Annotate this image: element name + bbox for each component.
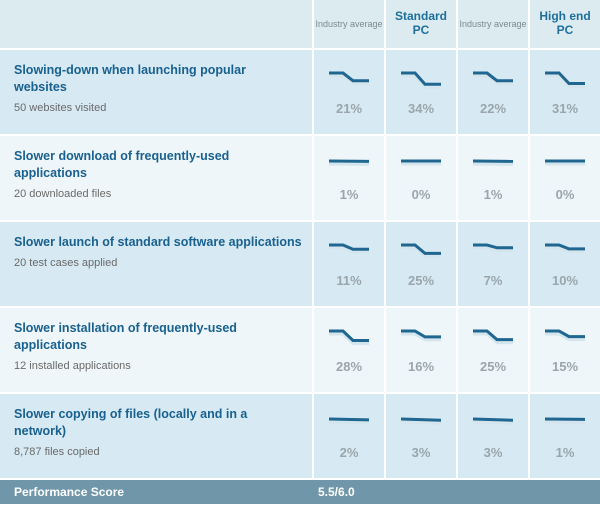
sparkline-icon bbox=[329, 155, 369, 177]
footer-score: 5.5/6.0 bbox=[312, 485, 384, 499]
percentage-value: 2% bbox=[340, 445, 359, 460]
row-description: Slower launch of standard software appli… bbox=[0, 222, 312, 306]
row-description: Slower copying of files (locally and in … bbox=[0, 394, 312, 478]
sparkline-icon bbox=[329, 241, 369, 263]
sparkline-icon bbox=[401, 241, 441, 263]
sparkline-icon bbox=[473, 155, 513, 177]
table-header-row: Industry average Standard PC Industry av… bbox=[0, 0, 600, 50]
data-cell: 3% bbox=[384, 394, 456, 478]
sparkline-icon bbox=[329, 327, 369, 349]
percentage-value: 21% bbox=[336, 101, 362, 116]
row-title: Slower launch of standard software appli… bbox=[14, 234, 302, 251]
sparkline-icon bbox=[401, 155, 441, 177]
data-cell: 31% bbox=[528, 50, 600, 134]
data-cell: 28% bbox=[312, 308, 384, 392]
data-cell: 15% bbox=[528, 308, 600, 392]
data-cell: 3% bbox=[456, 394, 528, 478]
table-row: Slower launch of standard software appli… bbox=[0, 222, 600, 308]
row-title: Slower download of frequently-used appli… bbox=[14, 148, 302, 182]
data-cell: 22% bbox=[456, 50, 528, 134]
footer-label: Performance Score bbox=[0, 485, 312, 499]
data-cell: 0% bbox=[528, 136, 600, 220]
percentage-value: 31% bbox=[552, 101, 578, 116]
table-row: Slowing-down when launching popular webs… bbox=[0, 50, 600, 136]
percentage-value: 1% bbox=[484, 187, 503, 202]
percentage-value: 7% bbox=[484, 273, 503, 288]
percentage-value: 22% bbox=[480, 101, 506, 116]
table-body: Slowing-down when launching popular webs… bbox=[0, 50, 600, 480]
data-cell: 7% bbox=[456, 222, 528, 306]
percentage-value: 1% bbox=[340, 187, 359, 202]
row-description: Slower download of frequently-used appli… bbox=[0, 136, 312, 220]
percentage-value: 10% bbox=[552, 273, 578, 288]
table-row: Slower installation of frequently-used a… bbox=[0, 308, 600, 394]
footer-row: Performance Score 5.5/6.0 bbox=[0, 480, 600, 504]
table-row: Slower copying of files (locally and in … bbox=[0, 394, 600, 480]
sparkline-icon bbox=[545, 155, 585, 177]
sparkline-icon bbox=[329, 413, 369, 435]
sparkline-icon bbox=[545, 69, 585, 91]
performance-table: Industry average Standard PC Industry av… bbox=[0, 0, 600, 504]
header-industry-avg-1: Industry average bbox=[312, 0, 384, 48]
row-subtitle: 50 websites visited bbox=[14, 102, 302, 114]
sparkline-icon bbox=[473, 241, 513, 263]
data-cell: 1% bbox=[456, 136, 528, 220]
sparkline-icon bbox=[473, 327, 513, 349]
data-cell: 0% bbox=[384, 136, 456, 220]
sparkline-icon bbox=[401, 327, 441, 349]
data-cell: 1% bbox=[312, 136, 384, 220]
percentage-value: 25% bbox=[408, 273, 434, 288]
percentage-value: 1% bbox=[556, 445, 575, 460]
header-high-end-pc: High end PC bbox=[528, 0, 600, 48]
data-cell: 10% bbox=[528, 222, 600, 306]
data-cell: 11% bbox=[312, 222, 384, 306]
table-row: Slower download of frequently-used appli… bbox=[0, 136, 600, 222]
percentage-value: 25% bbox=[480, 359, 506, 374]
row-title: Slower copying of files (locally and in … bbox=[14, 406, 302, 440]
header-industry-avg-2: Industry average bbox=[456, 0, 528, 48]
percentage-value: 3% bbox=[484, 445, 503, 460]
data-cell: 25% bbox=[384, 222, 456, 306]
sparkline-icon bbox=[545, 241, 585, 263]
header-standard-pc: Standard PC bbox=[384, 0, 456, 48]
percentage-value: 0% bbox=[412, 187, 431, 202]
percentage-value: 28% bbox=[336, 359, 362, 374]
percentage-value: 15% bbox=[552, 359, 578, 374]
percentage-value: 0% bbox=[556, 187, 575, 202]
data-cell: 25% bbox=[456, 308, 528, 392]
data-cell: 1% bbox=[528, 394, 600, 478]
sparkline-icon bbox=[545, 327, 585, 349]
data-cell: 16% bbox=[384, 308, 456, 392]
sparkline-icon bbox=[545, 413, 585, 435]
row-subtitle: 12 installed applications bbox=[14, 360, 302, 372]
row-title: Slower installation of frequently-used a… bbox=[14, 320, 302, 354]
row-title: Slowing-down when launching popular webs… bbox=[14, 62, 302, 96]
sparkline-icon bbox=[401, 69, 441, 91]
row-description: Slowing-down when launching popular webs… bbox=[0, 50, 312, 134]
row-subtitle: 20 test cases applied bbox=[14, 257, 302, 269]
sparkline-icon bbox=[329, 69, 369, 91]
sparkline-icon bbox=[401, 413, 441, 435]
row-subtitle: 20 downloaded files bbox=[14, 188, 302, 200]
header-spacer bbox=[0, 0, 312, 48]
data-cell: 2% bbox=[312, 394, 384, 478]
percentage-value: 3% bbox=[412, 445, 431, 460]
sparkline-icon bbox=[473, 413, 513, 435]
row-description: Slower installation of frequently-used a… bbox=[0, 308, 312, 392]
data-cell: 34% bbox=[384, 50, 456, 134]
data-cell: 21% bbox=[312, 50, 384, 134]
row-subtitle: 8,787 files copied bbox=[14, 446, 302, 458]
sparkline-icon bbox=[473, 69, 513, 91]
percentage-value: 16% bbox=[408, 359, 434, 374]
percentage-value: 34% bbox=[408, 101, 434, 116]
percentage-value: 11% bbox=[336, 273, 361, 288]
